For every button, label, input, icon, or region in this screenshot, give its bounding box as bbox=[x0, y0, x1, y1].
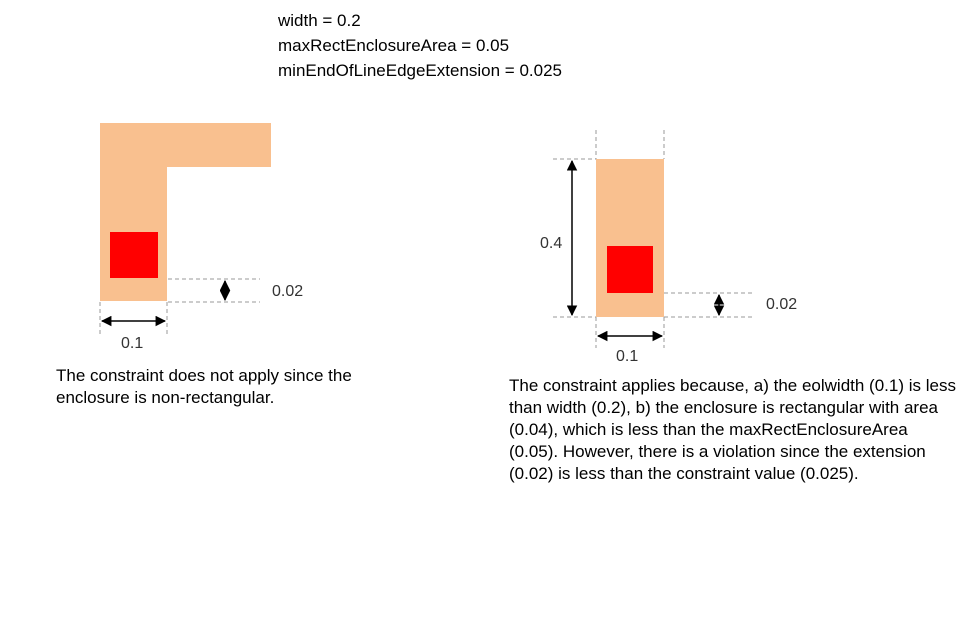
left-extension-label: 0.02 bbox=[272, 283, 303, 300]
left-example: 0.02 0.1 bbox=[99, 123, 303, 352]
left-via bbox=[110, 232, 158, 278]
param-min-end-of-line-edge-extension: minEndOfLineEdgeExtension = 0.025 bbox=[278, 61, 563, 80]
right-via bbox=[607, 246, 653, 293]
right-height-label: 0.4 bbox=[540, 235, 562, 252]
right-width-label: 0.1 bbox=[616, 348, 638, 365]
rule-parameters: width = 0.2 maxRectEnclosureArea = 0.05 … bbox=[278, 8, 562, 83]
right-extension-label: 0.02 bbox=[766, 296, 797, 313]
right-caption: The constraint applies because, a) the e… bbox=[509, 376, 956, 483]
right-rect-metal bbox=[596, 159, 664, 317]
left-caption: The constraint does not apply since the … bbox=[56, 366, 352, 407]
param-width: width = 0.2 bbox=[278, 11, 361, 30]
right-example: 0.4 0.02 0.1 bbox=[540, 130, 797, 365]
param-max-rect-enclosure-area: maxRectEnclosureArea = 0.05 bbox=[278, 36, 510, 55]
left-width-label: 0.1 bbox=[121, 335, 143, 352]
